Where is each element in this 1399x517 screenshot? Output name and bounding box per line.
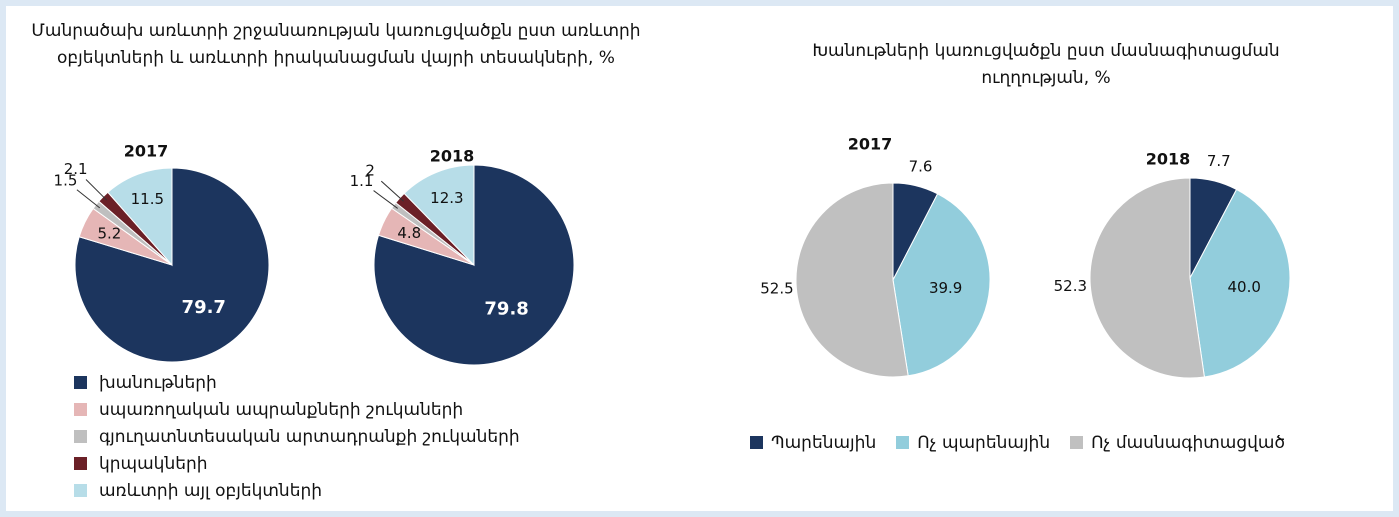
pie-year: 2017: [124, 142, 169, 161]
legend-label: Ոչ մասնագիտացված: [1091, 432, 1286, 453]
panel: Մանրածախ առևտրի շրջանառության կառուցվածք…: [6, 6, 1393, 511]
legend-swatch: [750, 436, 763, 449]
data-label: 2: [365, 162, 375, 180]
pie-year: 2018: [430, 147, 475, 166]
pie-slice: [403, 164, 475, 267]
legend-label: Պարենային: [771, 432, 877, 453]
data-label: 7.7: [1207, 152, 1231, 170]
data-label: 39.9: [929, 279, 962, 297]
legend-label: գյուղատնտեսական արտադրանքի շուկաների: [99, 426, 520, 447]
data-label: 4.8: [397, 224, 421, 242]
legend: Պարենային Ոչ պարենային Ոչ մասնագիտացված: [750, 429, 1305, 456]
legend-item: Ոչ պարենային: [896, 429, 1050, 456]
pie-slice: [107, 167, 173, 267]
legend-label: սպառողական ապրանքների շուկաների: [99, 399, 464, 420]
data-label: 11.5: [131, 190, 164, 208]
pie-slice: [795, 182, 909, 378]
data-label: 52.3: [1054, 277, 1087, 295]
legend-swatch: [74, 376, 87, 389]
data-label: 1.1: [350, 172, 374, 190]
legend-item: առևտրի այլ օբյեկտների: [74, 477, 520, 504]
legend-item: խանութների: [74, 369, 520, 396]
legend-label: Ոչ պարենային: [917, 432, 1051, 453]
legend: խանութների սպառողական ապրանքների շուկաներ…: [74, 369, 520, 504]
leader-line: [373, 190, 398, 209]
pie-slice: [1089, 177, 1205, 379]
chart-title: Խանութների կառուցվածքն ըստ մասնագիտացման…: [812, 41, 1280, 88]
pie-year: 2017: [848, 135, 893, 154]
legend-swatch: [1070, 436, 1084, 449]
data-label: 79.7: [182, 297, 226, 318]
legend-item: Պարենային: [750, 429, 876, 456]
chart-title: Մանրածախ առևտրի շրջանառության կառուցվածք…: [31, 21, 641, 68]
leader-line: [85, 179, 107, 201]
leader-line: [380, 180, 404, 202]
legend-label: կրպակների: [99, 453, 208, 474]
data-label: 40.0: [1228, 278, 1261, 296]
pie-slice: [1189, 188, 1291, 378]
charts: 2017 79.7 5.2 1.52.1 11.5 2018 79.8 4.8 1.12 12.3…: [54, 135, 1291, 379]
data-label: 52.5: [760, 280, 793, 298]
data-label: 12.3: [430, 189, 463, 207]
pie-slice: [892, 193, 991, 377]
data-label: 79.8: [484, 298, 528, 319]
legend-item: Ոչ մասնագիտացված: [1070, 429, 1285, 456]
data-label: 7.6: [909, 157, 933, 175]
legend-swatch: [74, 403, 87, 416]
data-label: 2.1: [64, 160, 88, 178]
legend-swatch: [74, 457, 87, 470]
leader-line: [76, 189, 101, 209]
legend-item: գյուղատնտեսական արտադրանքի շուկաների: [74, 423, 520, 450]
legend-label: առևտրի այլ օբյեկտների: [99, 480, 323, 501]
legend-swatch: [74, 430, 87, 443]
legend-item: սպառողական ապրանքների շուկաների: [74, 396, 520, 423]
legend-swatch: [896, 436, 910, 449]
legend-label: խանութների: [99, 372, 217, 393]
data-label: 1.5: [54, 171, 78, 189]
legend-item: կրպակների: [74, 450, 520, 477]
pie-year: 2018: [1146, 150, 1191, 169]
legend-swatch: [74, 484, 87, 497]
data-label: 5.2: [97, 225, 121, 243]
